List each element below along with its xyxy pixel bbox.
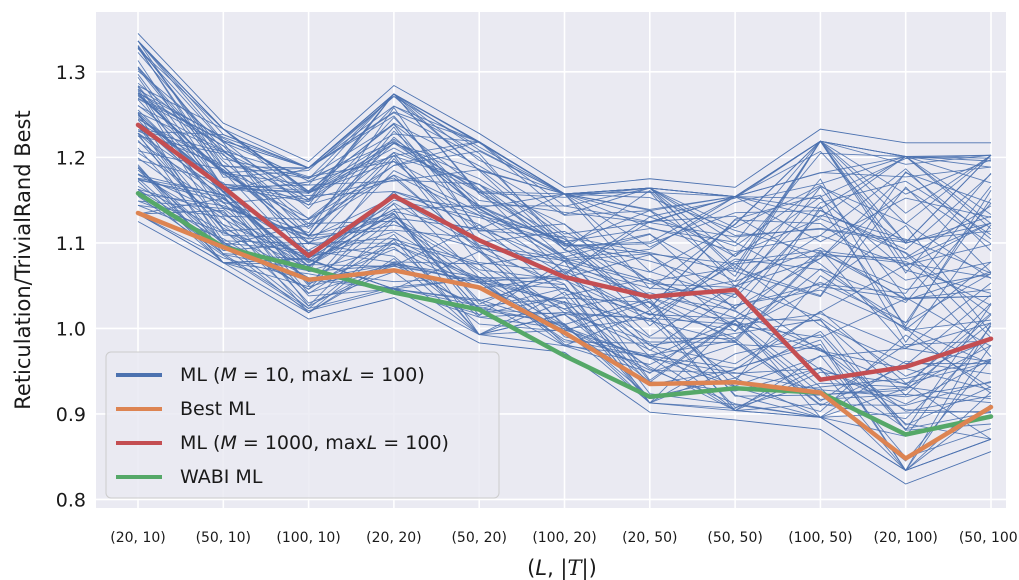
x-tick-label: (20, 10) — [110, 530, 165, 546]
y-tick-label: 0.8 — [56, 489, 86, 511]
x-tick-label: (100, 10) — [276, 530, 340, 546]
y-tick-label: 1.2 — [56, 147, 86, 169]
ml-m10-run-line — [137, 40, 992, 198]
ml-m10-run-line — [137, 157, 992, 327]
ml-m10-run-line — [137, 192, 992, 356]
best-ml-line — [135, 210, 994, 461]
legend-ml-m10-l: L — [343, 364, 354, 386]
bundle-lines — [137, 33, 992, 485]
ml-m10-run-line — [137, 99, 992, 306]
ml-m10-run-line — [137, 124, 992, 365]
ml-m10-run-line — [137, 98, 992, 333]
y-tick-label: 1.0 — [56, 318, 86, 340]
y-tick-label: 1.3 — [56, 62, 86, 84]
x-tick-label: (50, 50) — [707, 530, 762, 546]
ml-m10-run-line — [137, 177, 992, 471]
x-tick-label: (100, 20) — [532, 530, 596, 546]
legend-ml-m10-mid: = 10, max — [237, 364, 343, 386]
ml-m10-run-line — [137, 94, 992, 377]
x-tick-label: (50, 20) — [451, 530, 506, 546]
ml-m10-run-line — [137, 109, 992, 350]
ml-m10-run-line — [137, 92, 992, 290]
ml-m10-run-line — [137, 129, 992, 339]
legend-ml-m10-m: M — [220, 364, 236, 386]
legend-ml-m1000-mid: = 1000, max — [237, 432, 367, 454]
x-axis-label: (L, |T|) — [527, 556, 597, 580]
legend-label-ml-m10: ML (M = 10, maxL = 100) — [180, 364, 425, 386]
ml-m10-run-line — [137, 122, 992, 348]
ml-m10-run-line — [137, 125, 992, 241]
ml-m10-run-line — [137, 189, 992, 471]
ml-m10-run-line — [137, 118, 992, 279]
legend-ml-m1000-prefix: ML ( — [180, 432, 220, 454]
x-tick-label: (20, 20) — [366, 530, 421, 546]
legend-ml-m10-prefix: ML ( — [180, 364, 220, 386]
legend-ml-m1000-m: M — [220, 432, 236, 454]
legend-ml-m10-suffix: = 100) — [353, 364, 425, 386]
ml-m10-run-line — [137, 179, 992, 432]
x-tick-label: (100, 50) — [788, 530, 852, 546]
ml-m10-envelope-lower — [137, 221, 992, 485]
y-tick-label: 0.9 — [56, 404, 86, 426]
x-tick-label: (50, 10) — [196, 530, 251, 546]
ml-m10-run-line — [137, 204, 992, 472]
ml-m10-run-line — [137, 213, 992, 458]
ml-m10-run-line — [137, 173, 992, 414]
ml-m10-run-line — [137, 60, 992, 344]
ml-m10-run-line — [137, 82, 992, 294]
ml-m10-run-line — [137, 135, 992, 387]
x-tick-labels: (20, 10) (50, 10) (100, 10) (20, 20) (50, 20… — [110, 530, 1019, 546]
legend-ml-m1000-l: L — [367, 432, 378, 454]
ml-m10-run-line — [137, 125, 992, 358]
x-tick-label: (20, 100) — [874, 530, 938, 546]
y-tick-labels: 0.8 0.9 1.0 1.1 1.2 1.3 — [56, 62, 86, 512]
ml-m1000-line — [135, 122, 994, 382]
wabi-ml-line — [135, 191, 994, 437]
ml-m10-run-line — [137, 195, 992, 472]
ml-m10-run-line — [137, 112, 992, 365]
ml-m10-run-line — [137, 115, 992, 309]
x-axis-label-t: T — [568, 556, 584, 580]
legend-box — [105, 351, 500, 499]
x-axis-label-l: L — [535, 556, 547, 580]
ml-m10-run-line — [137, 133, 992, 408]
x-axis-label-open: ( — [527, 556, 535, 580]
main-lines — [135, 122, 994, 461]
legend: ML (M = 10, maxL = 100) Best ML ML (M = … — [105, 351, 500, 499]
x-axis-label-close: |) — [582, 556, 597, 580]
legend-ml-m1000-suffix: = 100) — [377, 432, 449, 454]
x-tick-label: (20, 50) — [622, 530, 677, 546]
x-tick-label: (50, 100) — [959, 530, 1019, 546]
legend-label-best-ml: Best ML — [180, 398, 256, 420]
x-axis-label-sep: , | — [547, 556, 567, 580]
ml-m10-run-line — [137, 92, 992, 277]
legend-label-ml-m1000: ML (M = 1000, maxL = 100) — [180, 432, 449, 454]
legend-label-wabi-ml: WABI ML — [180, 466, 263, 488]
y-tick-label: 1.1 — [56, 233, 86, 255]
y-axis-label: Reticulation/TrivialRand Best — [11, 110, 35, 410]
ml-m10-run-line — [137, 135, 992, 299]
ml-m10-envelope-upper — [137, 33, 991, 188]
